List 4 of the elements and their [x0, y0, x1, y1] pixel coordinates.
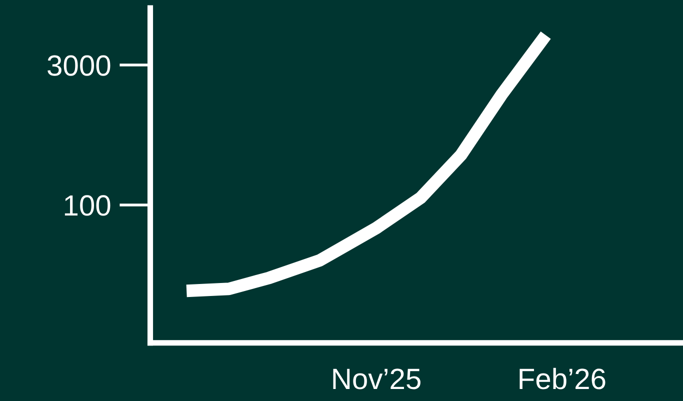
- y-tick-label: 3000: [48, 55, 110, 76]
- x-tick-label: Nov’25: [333, 368, 420, 390]
- x-tick-label: Feb’26: [520, 368, 606, 390]
- y-tick-label: 100: [64, 195, 110, 216]
